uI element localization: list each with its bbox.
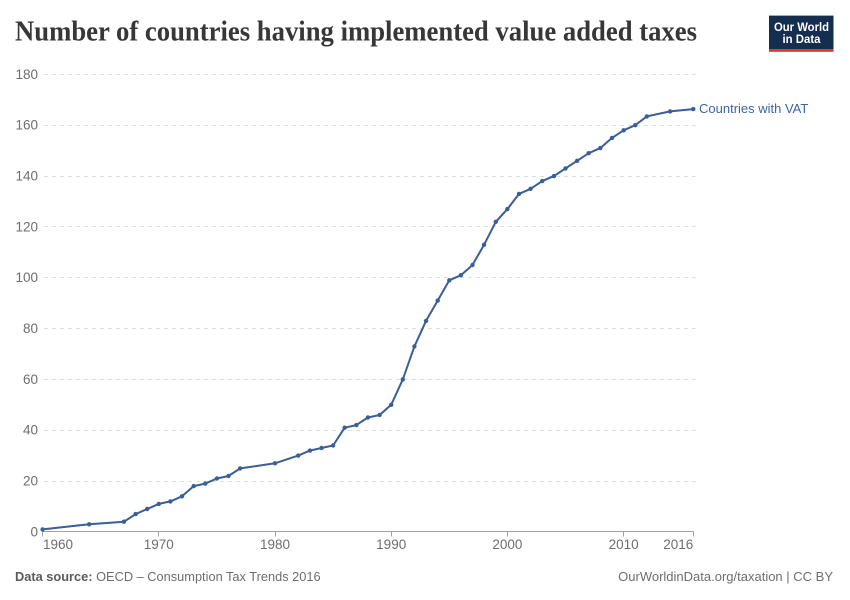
svg-text:40: 40 [23, 423, 38, 438]
svg-text:1980: 1980 [260, 537, 290, 552]
svg-text:60: 60 [23, 372, 38, 387]
svg-text:OurWorldinData.org/taxation |: OurWorldinData.org/taxation | CC BY [618, 569, 833, 584]
svg-text:Our World: Our World [774, 20, 829, 34]
svg-text:140: 140 [15, 169, 38, 184]
svg-text:120: 120 [15, 219, 38, 234]
svg-text:2016: 2016 [663, 537, 693, 552]
svg-text:20: 20 [23, 474, 38, 489]
svg-text:in Data: in Data [783, 32, 821, 46]
svg-text:2000: 2000 [492, 537, 522, 552]
svg-text:Number of countries having imp: Number of countries having implemented v… [15, 17, 697, 48]
svg-text:100: 100 [15, 270, 38, 285]
svg-text:Countries with VAT: Countries with VAT [699, 101, 808, 116]
svg-text:80: 80 [23, 321, 38, 336]
svg-text:160: 160 [15, 118, 38, 133]
svg-text:1970: 1970 [144, 537, 174, 552]
svg-text:2010: 2010 [609, 537, 639, 552]
svg-text:180: 180 [15, 67, 38, 82]
svg-text:1990: 1990 [376, 537, 406, 552]
svg-text:Data source: OECD – Consumptio: Data source: OECD – Consumption Tax Tren… [15, 569, 321, 584]
svg-text:1960: 1960 [43, 537, 73, 552]
svg-text:0: 0 [30, 524, 38, 539]
